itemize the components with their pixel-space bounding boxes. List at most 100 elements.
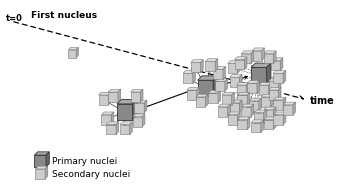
Polygon shape <box>133 117 142 126</box>
Polygon shape <box>134 100 147 103</box>
Polygon shape <box>228 104 231 117</box>
Polygon shape <box>251 63 271 67</box>
Polygon shape <box>222 95 232 105</box>
Polygon shape <box>269 87 281 90</box>
Polygon shape <box>225 78 227 91</box>
Polygon shape <box>237 82 249 85</box>
Polygon shape <box>118 89 121 102</box>
Polygon shape <box>106 125 116 134</box>
Polygon shape <box>283 97 286 110</box>
Polygon shape <box>197 87 199 100</box>
Polygon shape <box>218 107 228 117</box>
Polygon shape <box>239 74 242 87</box>
Polygon shape <box>273 73 283 83</box>
Polygon shape <box>218 104 231 107</box>
Polygon shape <box>205 94 208 107</box>
Polygon shape <box>230 100 242 103</box>
Polygon shape <box>278 78 281 91</box>
Polygon shape <box>187 87 199 90</box>
Polygon shape <box>280 58 283 70</box>
Polygon shape <box>131 92 140 102</box>
Polygon shape <box>76 47 78 58</box>
Polygon shape <box>198 80 213 96</box>
Polygon shape <box>259 85 269 95</box>
Polygon shape <box>261 97 270 107</box>
Polygon shape <box>251 67 267 83</box>
Polygon shape <box>35 166 48 169</box>
Polygon shape <box>264 51 276 54</box>
Polygon shape <box>251 120 264 123</box>
Polygon shape <box>252 51 262 60</box>
Polygon shape <box>264 110 273 120</box>
Polygon shape <box>134 103 144 113</box>
Polygon shape <box>251 51 254 64</box>
Polygon shape <box>213 76 218 96</box>
Polygon shape <box>228 64 237 73</box>
Polygon shape <box>108 92 111 105</box>
Polygon shape <box>264 110 266 123</box>
Polygon shape <box>237 117 250 120</box>
Polygon shape <box>232 92 234 105</box>
Polygon shape <box>249 98 262 101</box>
Polygon shape <box>239 100 242 113</box>
Polygon shape <box>273 51 276 64</box>
Polygon shape <box>241 54 251 64</box>
Polygon shape <box>45 166 48 179</box>
Polygon shape <box>111 112 114 125</box>
Polygon shape <box>241 51 254 54</box>
Text: time: time <box>310 96 335 106</box>
Polygon shape <box>201 60 203 72</box>
Polygon shape <box>131 89 143 92</box>
Polygon shape <box>259 82 271 85</box>
Polygon shape <box>246 82 249 95</box>
Polygon shape <box>69 47 78 50</box>
Polygon shape <box>215 81 225 91</box>
Polygon shape <box>252 48 264 51</box>
Polygon shape <box>120 122 132 125</box>
Polygon shape <box>117 104 133 120</box>
Polygon shape <box>273 117 276 129</box>
Polygon shape <box>130 122 132 134</box>
Polygon shape <box>269 90 278 100</box>
Polygon shape <box>215 78 227 81</box>
Polygon shape <box>142 114 145 126</box>
Polygon shape <box>102 112 114 115</box>
Polygon shape <box>247 83 257 93</box>
Text: Primary nuclei: Primary nuclei <box>52 157 117 167</box>
Polygon shape <box>193 71 195 83</box>
Polygon shape <box>230 74 242 77</box>
Polygon shape <box>283 102 296 105</box>
Polygon shape <box>237 112 240 125</box>
Polygon shape <box>235 60 244 69</box>
Polygon shape <box>273 71 286 73</box>
Polygon shape <box>187 90 197 100</box>
Polygon shape <box>205 61 215 71</box>
Polygon shape <box>241 104 254 107</box>
Polygon shape <box>237 85 246 95</box>
Polygon shape <box>183 71 195 73</box>
Polygon shape <box>228 112 240 115</box>
Polygon shape <box>257 81 260 93</box>
Polygon shape <box>269 78 281 81</box>
Polygon shape <box>116 122 119 134</box>
Text: t=0: t=0 <box>6 14 23 23</box>
Polygon shape <box>208 93 218 103</box>
Polygon shape <box>270 60 280 70</box>
Polygon shape <box>198 76 218 80</box>
Polygon shape <box>69 50 76 58</box>
Polygon shape <box>264 107 276 110</box>
Polygon shape <box>247 81 260 83</box>
Polygon shape <box>244 57 247 69</box>
Polygon shape <box>264 54 273 64</box>
Polygon shape <box>196 97 205 107</box>
Polygon shape <box>247 92 250 105</box>
Polygon shape <box>283 71 286 83</box>
Polygon shape <box>293 102 296 115</box>
Polygon shape <box>117 100 137 104</box>
Polygon shape <box>228 115 237 125</box>
Polygon shape <box>273 107 276 120</box>
Polygon shape <box>106 122 119 125</box>
Polygon shape <box>35 169 45 179</box>
Polygon shape <box>213 67 226 69</box>
Polygon shape <box>133 114 145 117</box>
